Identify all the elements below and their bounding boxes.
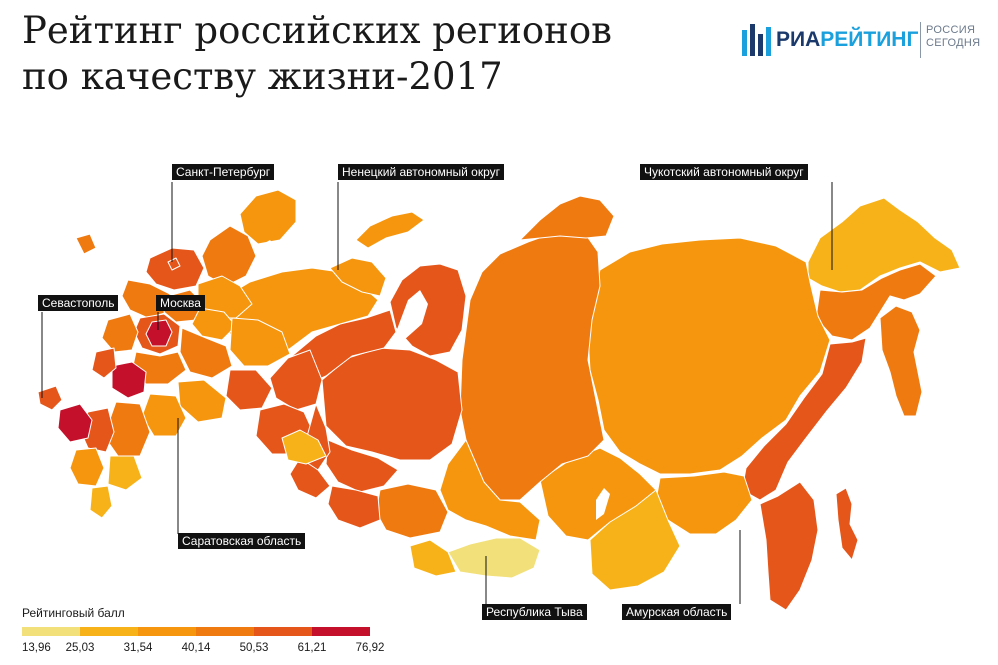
legend-tick-label: 50,53 bbox=[239, 642, 269, 654]
logo-sub-line-1: РОССИЯ bbox=[926, 24, 976, 36]
title-line-1: Рейтинг российских регионов bbox=[22, 9, 612, 52]
callout-lines bbox=[41, 182, 833, 604]
title-line-2: по качеству жизни-2017 bbox=[22, 55, 503, 98]
gulf-of-ob bbox=[396, 290, 428, 340]
legend-tick-label: 31,54 bbox=[123, 642, 153, 654]
logo-sub-line-2: СЕГОДНЯ bbox=[926, 37, 981, 49]
region-novosibirsk[interactable] bbox=[375, 483, 449, 539]
region-nizhny[interactable] bbox=[179, 327, 233, 379]
legend-swatch bbox=[22, 627, 80, 636]
region-chelyabinsk[interactable] bbox=[289, 457, 331, 499]
callout-amur: Амурская область bbox=[622, 604, 732, 620]
page-title: Рейтинг российских регионов по качеству … bbox=[22, 8, 662, 100]
callout-moscow: Москва bbox=[156, 295, 205, 311]
legend-swatch bbox=[138, 627, 196, 636]
legend-tick-label: 61,21 bbox=[297, 642, 327, 654]
region-tyva[interactable] bbox=[447, 537, 541, 579]
legend-tick-label: 13,96 bbox=[22, 642, 51, 654]
legend-swatch bbox=[80, 627, 138, 636]
region-sakhalin[interactable] bbox=[835, 487, 859, 561]
callout-sevastopol: Севастополь bbox=[38, 295, 119, 311]
region-nenets[interactable] bbox=[329, 257, 387, 297]
region-kirov[interactable] bbox=[229, 317, 291, 367]
logo-divider bbox=[920, 22, 921, 58]
region-novaya-zemlya[interactable] bbox=[355, 211, 425, 249]
logo-subtitle: РОССИЯ СЕГОДНЯ bbox=[926, 24, 980, 50]
callout-tyva: Республика Тыва bbox=[482, 604, 587, 620]
callout-saratov: Саратовская область bbox=[178, 533, 306, 549]
region-primorye[interactable] bbox=[759, 481, 819, 611]
region-dagestan[interactable] bbox=[89, 485, 113, 519]
logo-brand-part-1: РИА bbox=[776, 28, 821, 51]
region-irkutsk[interactable] bbox=[539, 447, 657, 541]
region-murmansk[interactable] bbox=[239, 189, 297, 245]
region-krasnodar[interactable] bbox=[57, 403, 93, 443]
region-tomsk[interactable] bbox=[439, 439, 541, 541]
legend-swatch bbox=[254, 627, 312, 636]
callout-nenets: Ненецкий автономный округ bbox=[338, 164, 505, 180]
region-smolensk-kaluga[interactable] bbox=[101, 313, 139, 353]
white-sea bbox=[256, 240, 280, 266]
region-spb[interactable] bbox=[167, 257, 181, 271]
region-yakutia[interactable] bbox=[587, 237, 831, 475]
region-orenburg[interactable] bbox=[281, 429, 327, 465]
map-regions bbox=[37, 189, 961, 611]
legend-swatch bbox=[312, 627, 370, 636]
region-kaliningrad[interactable] bbox=[75, 233, 97, 255]
region-astrakhan-kalmykia[interactable] bbox=[107, 455, 143, 491]
logo-bars-icon bbox=[742, 24, 771, 56]
legend-tick-label: 25,03 bbox=[65, 642, 95, 654]
region-stavropol[interactable] bbox=[69, 447, 105, 487]
region-khabarovsk[interactable] bbox=[741, 337, 867, 501]
legend-tick-label: 76,92 bbox=[355, 642, 385, 654]
region-kurgan-omsk[interactable] bbox=[327, 485, 381, 529]
region-khmao[interactable] bbox=[321, 347, 463, 461]
region-yamal[interactable] bbox=[389, 263, 467, 357]
region-voronezh[interactable] bbox=[111, 361, 147, 399]
region-kamchatka[interactable] bbox=[879, 305, 923, 417]
legend-tick-label: 40,14 bbox=[181, 642, 211, 654]
legend-swatch bbox=[196, 627, 254, 636]
region-taimyr[interactable] bbox=[519, 195, 615, 241]
region-belgorod-kursk[interactable] bbox=[91, 347, 117, 379]
region-perm[interactable] bbox=[269, 349, 323, 411]
lake-baikal bbox=[596, 488, 610, 520]
region-altai[interactable] bbox=[409, 539, 457, 577]
region-magadan[interactable] bbox=[815, 263, 937, 341]
region-crimea[interactable] bbox=[37, 385, 63, 411]
region-moscow[interactable] bbox=[145, 319, 173, 347]
logo-brand-part-2: РЕЙТИНГ bbox=[820, 28, 919, 51]
region-yaroslavl[interactable] bbox=[191, 307, 237, 341]
legend-title: Рейтинговый балл bbox=[22, 606, 125, 620]
region-tatarstan[interactable] bbox=[225, 369, 273, 411]
region-karelia[interactable] bbox=[201, 225, 257, 287]
legend-bar bbox=[22, 627, 370, 636]
callout-spb: Санкт-Петербург bbox=[172, 164, 275, 180]
region-tyumen[interactable] bbox=[325, 439, 399, 493]
logo-wordmark: РИАРЕЙТИНГ bbox=[776, 28, 918, 52]
callout-chukotka: Чукотский автономный округ bbox=[640, 164, 808, 180]
ria-rating-logo: РИАРЕЙТИНГ РОССИЯ СЕГОДНЯ bbox=[742, 18, 987, 62]
